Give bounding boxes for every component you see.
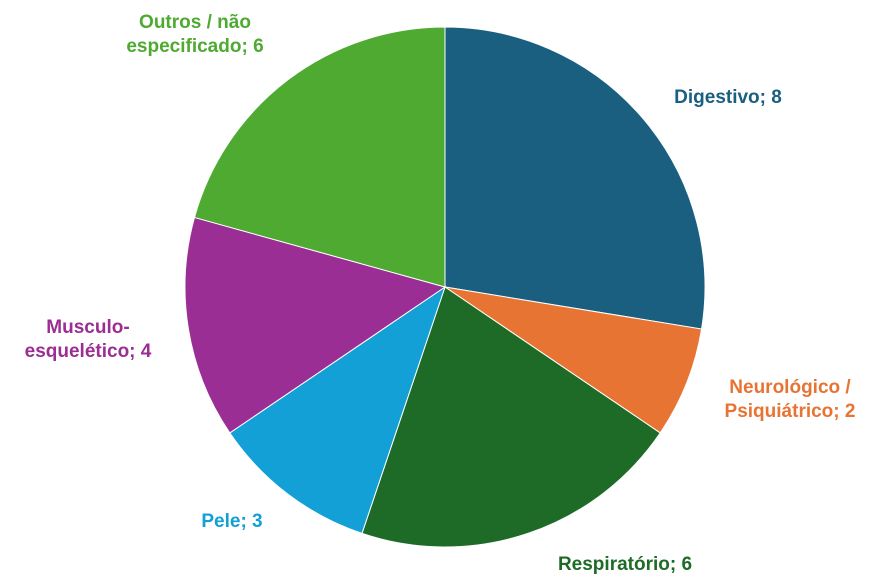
data-label: Pele; 3 [201, 511, 263, 532]
data-label: Musculo- esquelético; 4 [24, 317, 152, 362]
data-label: Digestivo; 8 [674, 87, 782, 108]
pie-slice [193, 26, 446, 288]
data-label: Respiratório; 6 [557, 554, 693, 575]
pie-slice [229, 285, 446, 535]
pie-slice [444, 26, 706, 330]
pie-slice [361, 286, 661, 548]
data-label: Neurológico / Psiquiátrico; 2 [724, 377, 856, 422]
data-label: Outros / não especificado; 6 [126, 12, 264, 57]
pie-slice [444, 286, 703, 434]
pie-slice [184, 216, 447, 434]
